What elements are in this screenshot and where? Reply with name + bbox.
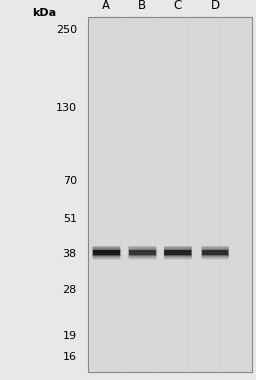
Text: 250: 250 bbox=[56, 25, 77, 35]
Bar bbox=[201, 249, 229, 256]
Bar bbox=[92, 247, 120, 257]
Bar bbox=[164, 249, 192, 256]
Bar bbox=[202, 250, 228, 255]
Text: 28: 28 bbox=[62, 285, 77, 295]
Text: C: C bbox=[174, 0, 182, 12]
Bar bbox=[92, 246, 120, 259]
Text: 16: 16 bbox=[63, 352, 77, 361]
Bar bbox=[164, 247, 192, 257]
Bar bbox=[201, 247, 229, 257]
Bar bbox=[128, 247, 156, 257]
Bar bbox=[93, 250, 120, 255]
Bar bbox=[92, 249, 120, 256]
Text: A: A bbox=[102, 0, 110, 12]
Text: B: B bbox=[138, 0, 146, 12]
Bar bbox=[164, 250, 191, 255]
Bar bbox=[129, 250, 156, 255]
Text: kDa: kDa bbox=[32, 8, 56, 18]
Bar bbox=[201, 246, 229, 259]
Text: 51: 51 bbox=[63, 214, 77, 224]
Bar bbox=[164, 246, 192, 259]
Bar bbox=[128, 249, 156, 256]
Text: 130: 130 bbox=[56, 103, 77, 113]
Text: 19: 19 bbox=[63, 331, 77, 341]
Bar bbox=[88, 17, 252, 372]
Text: 38: 38 bbox=[63, 249, 77, 259]
Bar bbox=[128, 246, 156, 259]
Text: 70: 70 bbox=[63, 176, 77, 187]
Text: D: D bbox=[210, 0, 220, 12]
